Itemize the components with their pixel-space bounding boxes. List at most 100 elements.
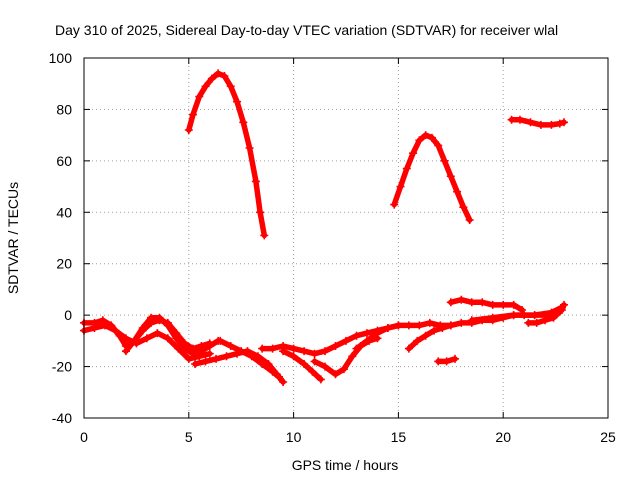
data-point	[342, 336, 350, 345]
series-arc-17	[467, 303, 566, 325]
data-point	[239, 118, 248, 127]
data-point	[153, 329, 162, 338]
data-point	[415, 321, 424, 330]
data-point	[362, 329, 371, 338]
data-point	[184, 126, 193, 134]
data-point	[442, 357, 451, 366]
data-point	[251, 177, 260, 186]
data-point	[331, 342, 340, 350]
data-point	[352, 331, 361, 340]
series-layer	[80, 69, 568, 386]
data-point	[394, 321, 403, 330]
data-point	[402, 164, 411, 173]
data-point	[163, 318, 172, 327]
data-point	[111, 326, 120, 335]
data-point	[396, 182, 405, 191]
data-point	[446, 172, 455, 181]
y-tick-label: 80	[56, 101, 72, 117]
y-tick-label: 20	[56, 256, 72, 272]
data-point	[421, 331, 430, 340]
data-point	[289, 344, 298, 353]
data-point	[188, 110, 197, 119]
data-point	[258, 360, 267, 368]
y-tick-label: 60	[56, 153, 72, 169]
data-point	[289, 352, 298, 361]
data-point	[247, 352, 256, 361]
x-tick-label: 0	[80, 429, 88, 445]
y-axis-title: SDTVAR / TECUs	[5, 182, 21, 294]
data-point	[383, 324, 392, 332]
data-point	[478, 298, 487, 307]
data-point	[467, 316, 476, 325]
data-point	[316, 375, 325, 384]
data-point	[390, 200, 399, 209]
data-point	[300, 347, 309, 356]
data-point	[274, 372, 283, 381]
data-point	[100, 321, 109, 330]
data-point	[245, 144, 254, 152]
y-axis-tick-labels: -40 -20 0 20 40 60 80 100	[49, 50, 73, 426]
data-point	[415, 136, 424, 145]
data-point	[233, 97, 242, 106]
data-point	[547, 120, 556, 129]
series-trace	[186, 70, 268, 239]
data-point	[427, 133, 436, 142]
data-point	[430, 326, 439, 335]
data-point	[214, 69, 223, 78]
series-arc-2	[390, 131, 474, 224]
x-tick-label: 20	[495, 429, 511, 445]
data-point	[268, 344, 277, 353]
data-point	[310, 357, 319, 366]
data-point	[453, 187, 462, 196]
data-point	[321, 347, 330, 356]
x-tick-label: 5	[185, 429, 193, 445]
data-point	[216, 336, 225, 345]
series-arc-10	[279, 347, 325, 384]
x-axis-title: GPS time / hours	[292, 457, 399, 473]
data-point	[446, 321, 455, 330]
data-point	[515, 115, 524, 124]
data-point	[434, 357, 443, 366]
data-point	[457, 318, 466, 327]
data-point	[222, 352, 231, 361]
data-point	[459, 203, 468, 212]
data-point	[488, 300, 497, 309]
series-arc-8	[216, 336, 283, 381]
series-arc-15	[434, 354, 459, 366]
data-point	[541, 316, 550, 325]
data-point	[509, 300, 518, 309]
data-point	[331, 370, 340, 379]
data-point	[279, 378, 288, 386]
data-point	[362, 336, 371, 345]
x-tick-label: 10	[286, 429, 302, 445]
data-point	[256, 208, 265, 217]
data-point	[268, 367, 277, 376]
data-point	[147, 318, 156, 327]
data-point	[174, 344, 183, 353]
data-point	[373, 329, 382, 338]
data-point	[488, 313, 497, 322]
y-tick-label: -20	[52, 359, 72, 375]
data-point	[195, 92, 204, 101]
data-point	[258, 344, 267, 353]
series-arc-1	[184, 69, 269, 240]
data-point	[440, 156, 449, 165]
data-point	[201, 82, 210, 91]
data-point	[201, 357, 210, 366]
axis-ticks	[83, 57, 609, 419]
data-point	[547, 308, 556, 317]
chart-title: Day 310 of 2025, Sidereal Day-to-day VTE…	[55, 22, 558, 38]
x-tick-label: 25	[600, 429, 616, 445]
data-point	[237, 347, 246, 356]
data-point	[310, 349, 319, 358]
data-point	[90, 324, 99, 332]
data-point	[339, 365, 348, 374]
x-axis-tick-labels: 0 5 10 15 20 25	[80, 429, 616, 445]
data-point	[557, 303, 566, 312]
series-arc-6	[121, 316, 214, 356]
data-point	[549, 313, 558, 322]
data-point	[425, 318, 434, 327]
data-point	[404, 321, 413, 330]
